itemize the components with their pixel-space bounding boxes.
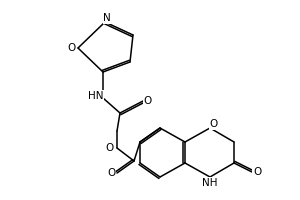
Text: O: O: [107, 168, 115, 178]
Text: HN: HN: [88, 91, 104, 101]
Text: O: O: [210, 119, 218, 129]
Text: O: O: [253, 167, 261, 177]
Text: O: O: [67, 43, 75, 53]
Text: O: O: [106, 143, 114, 153]
Text: O: O: [144, 96, 152, 106]
Text: N: N: [103, 13, 111, 23]
Text: NH: NH: [202, 178, 218, 188]
